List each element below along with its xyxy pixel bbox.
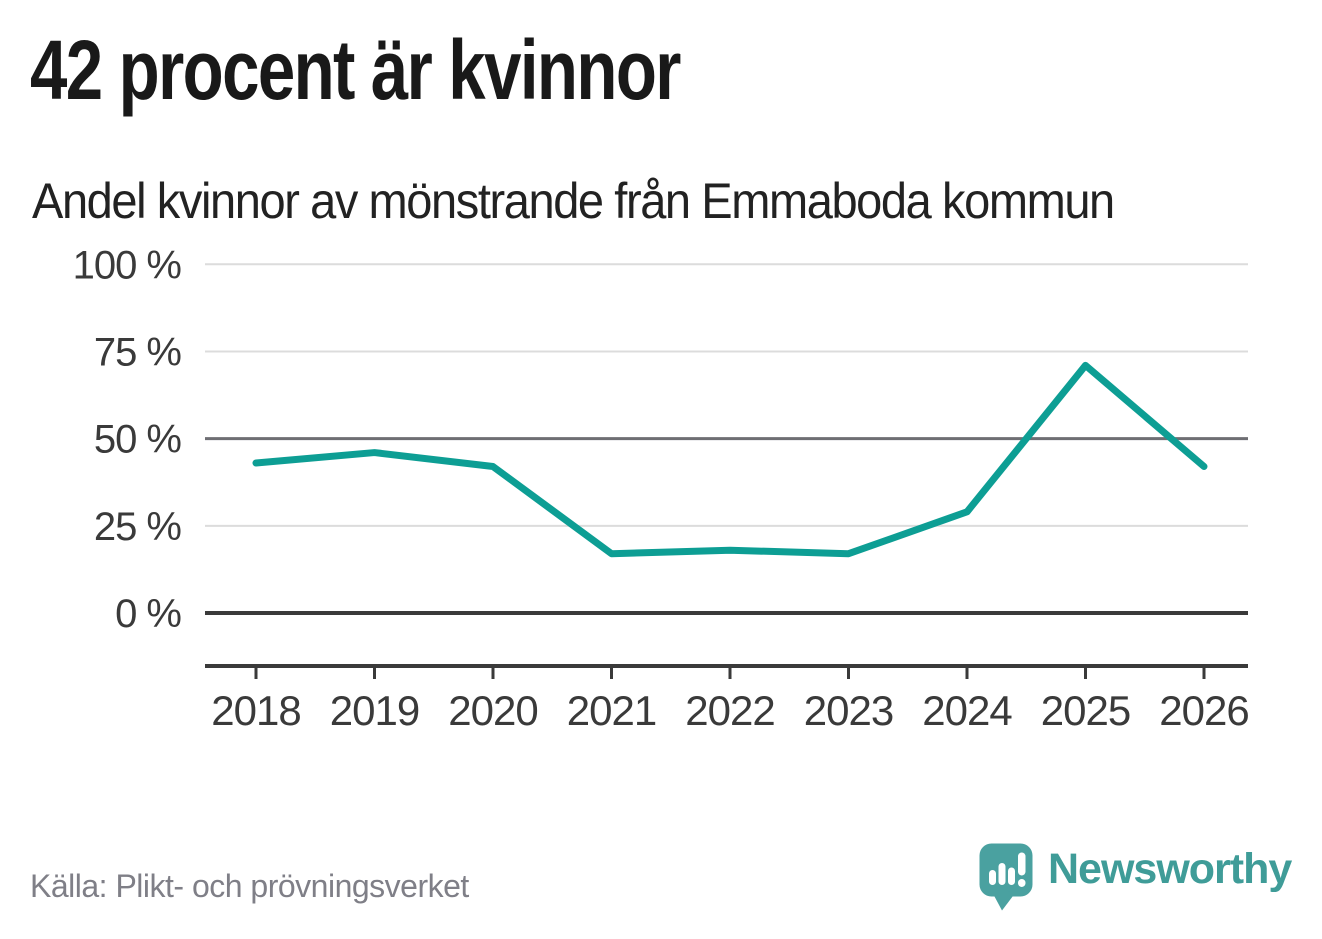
x-tick-label-2026: 2026: [1159, 687, 1248, 734]
newsworthy-logo: Newsworthy: [978, 842, 1292, 912]
y-axis-label-50: 50 %: [94, 418, 182, 462]
y-axis-label-0: 0 %: [115, 592, 181, 636]
bar-chart-glyph: [989, 863, 1015, 885]
newsworthy-wordmark: Newsworthy: [1048, 845, 1292, 893]
chart-subtitle: Andel kvinnor av mönstrande från Emmabod…: [32, 173, 1115, 229]
y-axis-label-75: 75 %: [94, 330, 182, 374]
x-tick-label-2020: 2020: [448, 687, 537, 734]
x-tick-label-2025: 2025: [1041, 687, 1130, 734]
page-title: 42 procent är kvinnor: [30, 23, 681, 117]
data-line-andel-kvinnor: [252, 361, 1208, 558]
exclamation-glyph: [1018, 852, 1026, 887]
x-tick-label-2024: 2024: [922, 687, 1012, 734]
newsworthy-logo-icon: [979, 843, 1033, 911]
x-tick-label-2023: 2023: [804, 687, 893, 734]
x-tick-label-2021: 2021: [567, 687, 656, 734]
x-tick-label-2022: 2022: [685, 687, 774, 734]
y-axis-label-100: 100 %: [73, 243, 182, 287]
speech-bubble-shape: [979, 843, 1033, 911]
line-chart-svg: 0 % 25 % 50 % 75 % 100 % 2018 2019 2020 2021 2022…: [73, 243, 1250, 734]
y-axis-label-25: 25 %: [94, 505, 182, 549]
x-tick-label-2018: 2018: [211, 687, 300, 734]
x-tick-label-2019: 2019: [330, 687, 419, 734]
source-text: Källa: Plikt- och prövningsverket: [30, 868, 469, 904]
